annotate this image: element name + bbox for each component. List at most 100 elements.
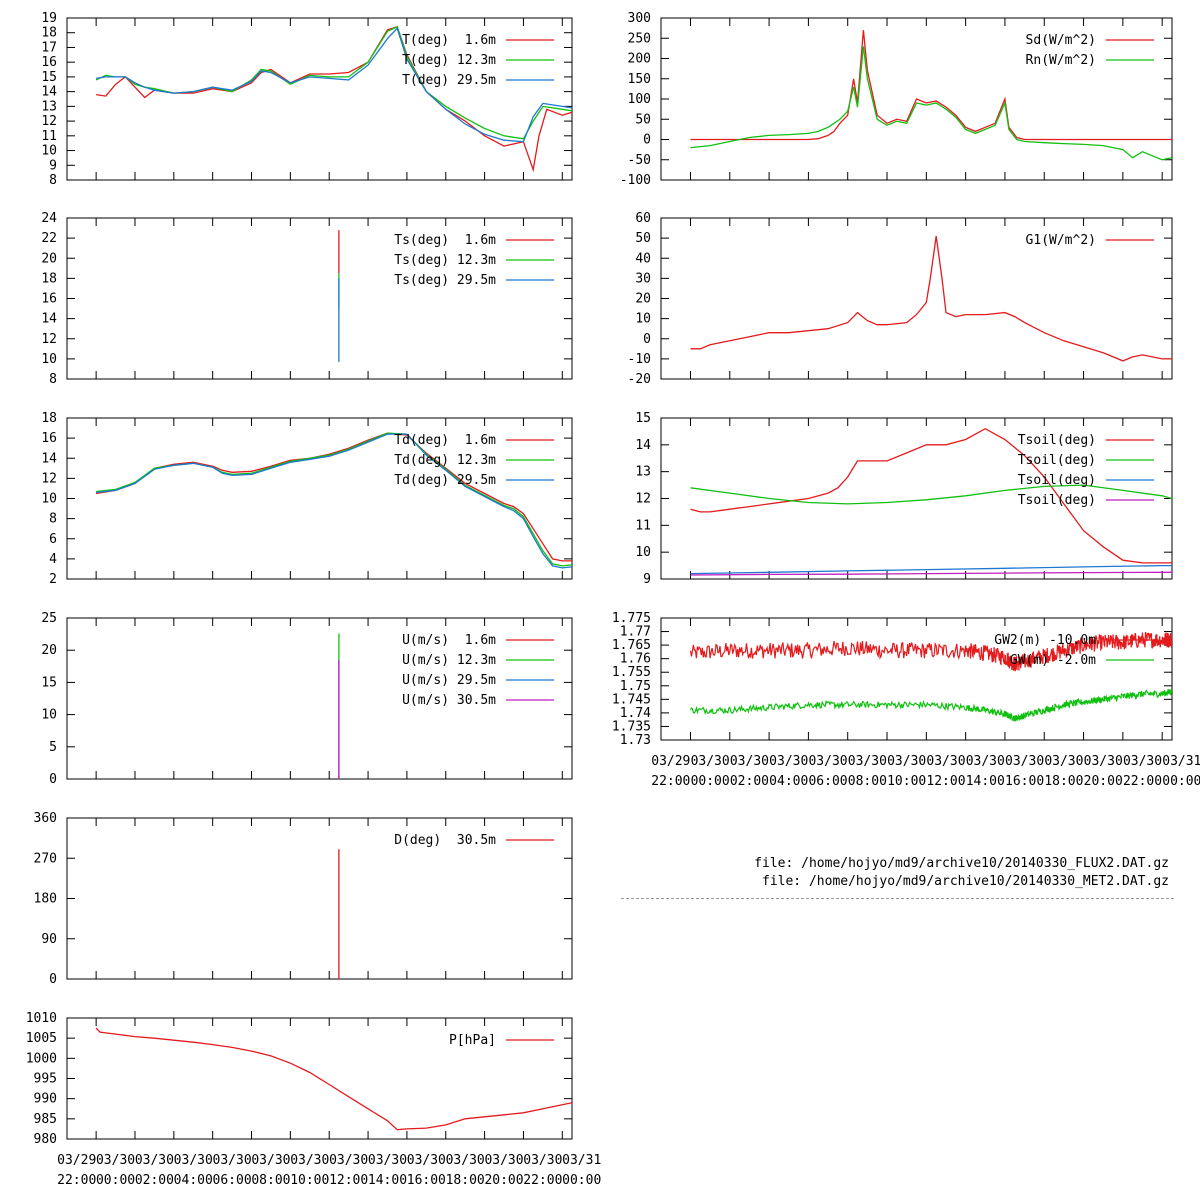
legend-label: T(deg) 29.5m bbox=[402, 73, 496, 88]
groundwater-plot-area bbox=[689, 631, 1172, 722]
y-tick-label: 300 bbox=[628, 11, 651, 26]
y-tick-label: -50 bbox=[628, 153, 651, 168]
y-tick-label: 1.75 bbox=[620, 679, 651, 694]
y-tick-label: 9 bbox=[49, 158, 57, 173]
y-tick-label: 16 bbox=[41, 55, 57, 70]
wind_direction-panel: 0 90 180 270 360 D(deg) 30.5m bbox=[34, 811, 573, 987]
x-tick-label-time: 14:00 bbox=[368, 1173, 407, 1188]
x-tick-label-date: 03/30 bbox=[1044, 754, 1083, 769]
y-tick-label: 2 bbox=[49, 572, 57, 587]
legend-label: GW(m) -2.0m bbox=[1010, 653, 1096, 668]
legend-label: Ts(deg) 1.6m bbox=[394, 233, 496, 248]
ground_heat_flux-panel: -20 -10 0 10 20 30 40 50 60 G1(W/m^2) bbox=[628, 211, 1173, 387]
legend-label: T(deg) 12.3m bbox=[402, 53, 496, 68]
y-tick-label: 150 bbox=[628, 72, 651, 87]
y-tick-label: 250 bbox=[628, 31, 651, 46]
y-tick-label: 40 bbox=[635, 251, 651, 266]
y-tick-label: 10 bbox=[41, 144, 57, 159]
y-tick-label: 12 bbox=[41, 471, 57, 486]
x-tick-label-date: 03/30 bbox=[329, 1153, 368, 1168]
x-tick-label-date: 03/29 bbox=[651, 754, 690, 769]
y-tick-label: 19 bbox=[41, 11, 57, 26]
x-tick-label-time: 12:00 bbox=[926, 774, 965, 789]
x-tick-label-date: 03/30 bbox=[966, 754, 1005, 769]
y-tick-label: 5 bbox=[49, 740, 57, 755]
series-line-2 bbox=[96, 432, 572, 567]
legend-label: P[hPa] bbox=[449, 1033, 496, 1048]
x-tick-label-date: 03/29 bbox=[57, 1153, 96, 1168]
y-tick-label: 14 bbox=[41, 312, 57, 327]
y-tick-label: 11 bbox=[635, 518, 651, 533]
y-tick-label: 1.76 bbox=[620, 652, 651, 667]
y-tick-label: 200 bbox=[628, 52, 651, 67]
y-tick-label: 14 bbox=[41, 85, 57, 100]
x-tick-label-date: 03/30 bbox=[484, 1153, 523, 1168]
y-tick-label: 8 bbox=[49, 173, 57, 188]
series-line-3 bbox=[96, 27, 572, 143]
y-tick-label: 50 bbox=[635, 231, 651, 246]
y-tick-label: 18 bbox=[41, 271, 57, 286]
legend-label: Ts(deg) 12.3m bbox=[394, 253, 496, 268]
y-tick-label: 14 bbox=[41, 451, 57, 466]
y-tick-label: 0 bbox=[49, 772, 57, 787]
y-tick-label: -100 bbox=[620, 173, 651, 188]
x-tick-label-time: 00:00 bbox=[96, 1173, 135, 1188]
y-tick-label: 20 bbox=[41, 251, 57, 266]
x-tick-label-date: 03/30 bbox=[769, 754, 808, 769]
legend-label: U(m/s) 30.5m bbox=[402, 693, 496, 708]
x-tick-label-date: 03/30 bbox=[96, 1153, 135, 1168]
wind_speed-panel: 0 5 10 15 20 25 U(m/s) 1.6m U(m/s) 12.3m U(m/s) … bbox=[41, 611, 573, 787]
y-tick-label: 11 bbox=[41, 129, 57, 144]
y-tick-label: 270 bbox=[34, 851, 57, 866]
x-tick-label-time: 22:00 bbox=[1123, 774, 1162, 789]
x-tick-label-date: 03/30 bbox=[848, 754, 887, 769]
y-tick-label: 1000 bbox=[26, 1051, 57, 1066]
y-tick-label: 22 bbox=[41, 231, 57, 246]
y-tick-label: 8 bbox=[49, 512, 57, 527]
y-tick-label: 1010 bbox=[26, 1011, 57, 1026]
x-tick-label-date: 03/30 bbox=[730, 754, 769, 769]
series-line-2 bbox=[690, 484, 1172, 505]
y-tick-label: 13 bbox=[635, 465, 651, 480]
legend-label: Td(deg) 12.3m bbox=[394, 453, 496, 468]
y-tick-label: 25 bbox=[41, 611, 57, 626]
legend-label: GW2(m) -10.0m bbox=[994, 633, 1096, 648]
y-tick-label: 985 bbox=[34, 1112, 57, 1127]
y-tick-label: 1.77 bbox=[620, 625, 651, 640]
y-tick-label: 1.775 bbox=[612, 611, 651, 626]
radiation-plot-area bbox=[690, 30, 1172, 161]
legend-label: Sd(W/m^2) bbox=[1026, 33, 1096, 48]
soil_temperature-plot-area bbox=[690, 427, 1172, 576]
x-tick-label-time: 22:00 bbox=[57, 1173, 96, 1188]
x-tick-label-time: 20:00 bbox=[484, 1173, 523, 1188]
legend-label: G1(W/m^2) bbox=[1026, 233, 1096, 248]
legend-label: Td(deg) 29.5m bbox=[394, 473, 496, 488]
y-tick-label: 0 bbox=[643, 332, 651, 347]
x-tick-label-time: 04:00 bbox=[174, 1173, 213, 1188]
x-tick-label-date: 03/30 bbox=[251, 1153, 290, 1168]
series-line-1 bbox=[96, 25, 572, 173]
series-line-2 bbox=[95, 25, 572, 140]
y-tick-label: 15 bbox=[635, 411, 651, 426]
y-tick-label: 12 bbox=[41, 332, 57, 347]
x-tick-label-date: 03/30 bbox=[523, 1153, 562, 1168]
temperature-plot-area bbox=[95, 25, 572, 173]
y-tick-label: 8 bbox=[49, 372, 57, 387]
separator-line bbox=[621, 898, 1174, 899]
series-line-1 bbox=[690, 236, 1172, 362]
x-tick-label-time: 18:00 bbox=[1044, 774, 1083, 789]
y-tick-label: 14 bbox=[635, 438, 651, 453]
legend-label: Tsoil(deg) bbox=[1018, 473, 1096, 488]
y-tick-label: 13 bbox=[41, 99, 57, 114]
y-tick-label: 17 bbox=[41, 40, 57, 55]
y-tick-label: 990 bbox=[34, 1092, 57, 1107]
pressure-panel: 980 985 990 995 1000 1005 1010 P[hPa] 03/29 22:00… bbox=[26, 1011, 602, 1188]
series-line-1 bbox=[95, 1027, 572, 1131]
x-tick-label-time: 10:00 bbox=[887, 774, 926, 789]
y-tick-label: 30 bbox=[635, 271, 651, 286]
y-tick-label: 24 bbox=[41, 211, 57, 226]
y-tick-label: 100 bbox=[628, 92, 651, 107]
y-tick-label: 10 bbox=[41, 708, 57, 723]
x-tick-label-time: 00:00 bbox=[691, 774, 730, 789]
